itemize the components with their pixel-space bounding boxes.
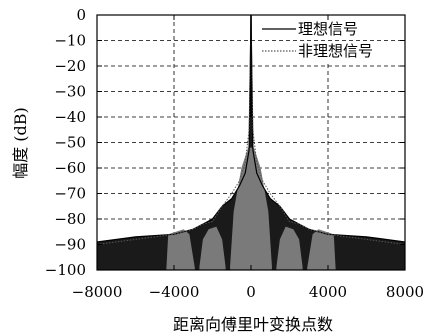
y-tick-label: −10 (54, 32, 86, 50)
spectrum-null (225, 239, 231, 270)
spectrum-null (194, 244, 200, 270)
legend-label-2: 非理想信号 (298, 42, 373, 60)
y-tick-label: −50 (54, 134, 86, 152)
legend-bg (260, 20, 400, 40)
spectrum-null (302, 244, 308, 270)
x-tick-label: 8000 (386, 283, 424, 301)
y-axis-label: 幅度 (dB) (11, 107, 30, 179)
legend-label-1: 理想信号 (298, 20, 358, 38)
y-tick-label: −80 (54, 210, 86, 228)
y-tick-label: −40 (54, 108, 86, 126)
spectrum-fill (97, 15, 405, 270)
x-tick-label: −4000 (149, 283, 200, 301)
x-axis-label: 距离向傅里叶变换点数 (173, 315, 333, 334)
y-tick-label: −70 (54, 185, 86, 203)
y-tick-label: −30 (54, 83, 86, 101)
x-tick-label: 0 (246, 283, 256, 301)
x-tick-label: −8000 (72, 283, 123, 301)
y-tick-label: −100 (45, 261, 86, 279)
y-tick-label: −60 (54, 159, 86, 177)
spectrum-envelope (97, 15, 405, 270)
y-tick-label: −90 (54, 236, 86, 254)
x-tick-label: 4000 (309, 283, 347, 301)
y-tick-label: −20 (54, 57, 86, 75)
spectrum-null (271, 239, 277, 270)
axis-ticks: −8000 −4000 0 4000 8000 0 −10 −20 −30 −40 −50 −60 −7… (45, 6, 424, 301)
legend-bg (260, 42, 400, 62)
y-tick-label: 0 (76, 6, 86, 24)
spectrum-lobes (166, 147, 336, 270)
